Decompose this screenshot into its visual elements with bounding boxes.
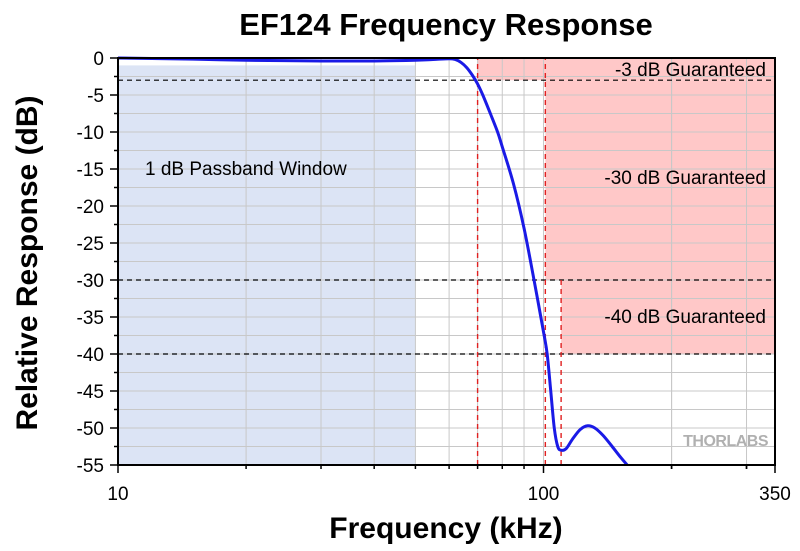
thorlabs-logo: THORLABS [683,433,769,450]
minus-30db-label: -30 dB Guaranteed [604,168,766,189]
y-tick-label: -30 [77,271,104,292]
y-tick-label: 0 [93,49,104,70]
y-tick-label: -5 [87,86,104,107]
y-tick-labels: 0 -5 -10 -15 -20 -25 -30 -35 -40 -45 -50 -55 [77,49,104,477]
y-tick-label: -15 [77,160,104,181]
x-tick-labels: 10 100 350 [107,484,790,505]
x-axis-title: Frequency (kHz) [329,512,562,545]
response-line [118,56,630,465]
chart-title: EF124 Frequency Response [239,7,653,42]
minus-3db-label: -3 dB Guaranteed [615,60,766,81]
x-tick-label: 350 [759,484,791,505]
region-1 [477,58,775,81]
y-tick-label: -10 [77,123,104,144]
y-tick-label: -55 [77,456,104,477]
y-tick-label: -50 [77,419,104,440]
region-0 [118,65,416,466]
y-tick-label: -20 [77,197,104,218]
x-tick-label: 10 [107,484,128,505]
y-tick-label: -45 [77,382,104,403]
x-tick-label: 100 [528,484,560,505]
y-tick-label: -25 [77,234,104,255]
passband-window-label: 1 dB Passband Window [145,159,347,180]
axis-ticks [110,57,776,473]
reference-lines [118,58,775,465]
y-tick-label: -40 [77,345,104,366]
y-axis-title: Relative Response (dB) [11,95,44,430]
response-curve [118,56,630,465]
y-tick-label: -35 [77,308,104,329]
minus-40db-label: -40 dB Guaranteed [604,307,766,328]
